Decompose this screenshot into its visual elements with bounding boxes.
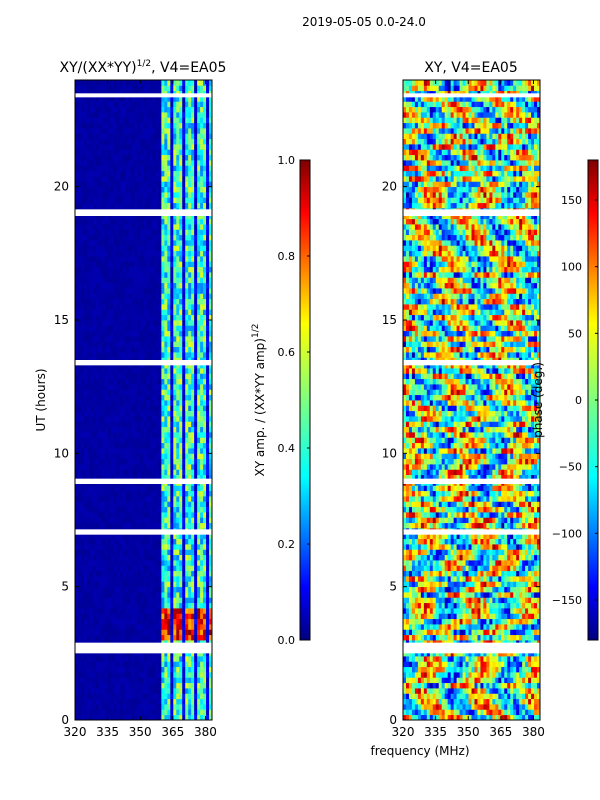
y-tick-label: 0 bbox=[61, 713, 69, 727]
colorbar-tick-label: 0.2 bbox=[278, 538, 296, 551]
y-tick-label: 20 bbox=[54, 180, 69, 194]
colorbar-tick-label: −150 bbox=[552, 594, 582, 607]
panel-amplitude: XY/(XX*YY)1/2, V4=EA05 320 335 350 365 380 0 5… bbox=[34, 59, 226, 739]
x-tick-label: 320 bbox=[64, 725, 87, 739]
amplitude-colorbar: 0.0 0.2 0.4 0.6 0.8 1.0 XY amp. / (XX*YY amp)… bbox=[251, 154, 311, 647]
colorbar-tick-label: 100 bbox=[561, 261, 582, 274]
phase-axes: 320 335 350 365 380 0 5 10 15 20 bbox=[382, 80, 545, 739]
x-tick-label: 350 bbox=[457, 725, 480, 739]
y-tick-label: 0 bbox=[389, 713, 397, 727]
y-tick-label: 20 bbox=[382, 180, 397, 194]
amplitude-colorbar-gradient bbox=[299, 159, 311, 641]
x-tick-label: 365 bbox=[161, 725, 184, 739]
amplitude-colorbar-ticks: 0.0 0.2 0.4 0.6 0.8 1.0 bbox=[278, 154, 310, 647]
phase-heatmap bbox=[403, 80, 540, 720]
colorbar-tick-label: 0.8 bbox=[278, 250, 296, 263]
phase-plot-frame bbox=[402, 79, 541, 721]
colorbar-tick-label: 0.4 bbox=[278, 442, 296, 455]
panel-phase: XY, V4=EA05 320 335 350 365 380 0 5 10 15 20 bbox=[382, 60, 545, 739]
data-gap bbox=[75, 478, 212, 484]
x-tick-label: 335 bbox=[96, 725, 119, 739]
amplitude-axes: 320 335 350 365 380 0 5 10 15 20 bbox=[54, 80, 217, 739]
y-tick-label: 5 bbox=[389, 580, 397, 594]
data-gap bbox=[75, 209, 212, 216]
x-tick-label: 350 bbox=[129, 725, 152, 739]
x-tick-label: 365 bbox=[489, 725, 512, 739]
colorbar-tick-label: −50 bbox=[559, 461, 582, 474]
colorbar-tick-label: 0.0 bbox=[278, 634, 296, 647]
data-gap bbox=[75, 93, 212, 98]
y-tick-label: 10 bbox=[382, 446, 397, 460]
data-gap bbox=[403, 478, 540, 484]
data-gap bbox=[403, 360, 540, 366]
colorbar-tick-label: 1.0 bbox=[278, 154, 296, 167]
x-tick-label: 320 bbox=[392, 725, 415, 739]
amplitude-ylabel: UT (hours) bbox=[34, 368, 48, 431]
y-tick-label: 5 bbox=[61, 580, 69, 594]
y-tick-label: 10 bbox=[54, 446, 69, 460]
data-gap bbox=[75, 642, 212, 654]
data-gap bbox=[403, 209, 540, 216]
data-gap bbox=[403, 642, 540, 654]
phase-colorbar-ticks: −150 −100 −50 0 50 100 150 bbox=[552, 194, 598, 607]
phase-colorbar: −150 −100 −50 0 50 100 150 phase (deg.) bbox=[531, 159, 599, 641]
amplitude-plot-frame bbox=[74, 79, 213, 721]
data-gap bbox=[403, 93, 540, 98]
x-tick-label: 380 bbox=[522, 725, 545, 739]
x-tick-label: 335 bbox=[424, 725, 447, 739]
data-gap bbox=[75, 360, 212, 366]
y-tick-label: 15 bbox=[382, 313, 397, 327]
colorbar-tick-label: 0 bbox=[575, 394, 582, 407]
data-gap bbox=[403, 529, 540, 535]
figure-title: 2019-05-05 0.0-24.0 bbox=[302, 15, 426, 29]
data-gap bbox=[75, 529, 212, 535]
colorbar-tick-label: 0.6 bbox=[278, 346, 296, 359]
phase-colorbar-label: phase (deg.) bbox=[531, 362, 545, 438]
y-tick-label: 15 bbox=[54, 313, 69, 327]
panel-phase-title: XY, V4=EA05 bbox=[424, 60, 518, 76]
amplitude-heatmap bbox=[75, 80, 212, 720]
shared-xlabel: frequency (MHz) bbox=[370, 744, 469, 758]
colorbar-tick-label: 50 bbox=[568, 327, 582, 340]
panel-amplitude-title: XY/(XX*YY)1/2, V4=EA05 bbox=[60, 59, 227, 76]
amplitude-colorbar-label: XY amp. / (XX*YY amp)1/2 bbox=[251, 324, 267, 477]
x-tick-label: 380 bbox=[194, 725, 217, 739]
colorbar-tick-label: 150 bbox=[561, 194, 582, 207]
colorbar-tick-label: −100 bbox=[552, 527, 582, 540]
